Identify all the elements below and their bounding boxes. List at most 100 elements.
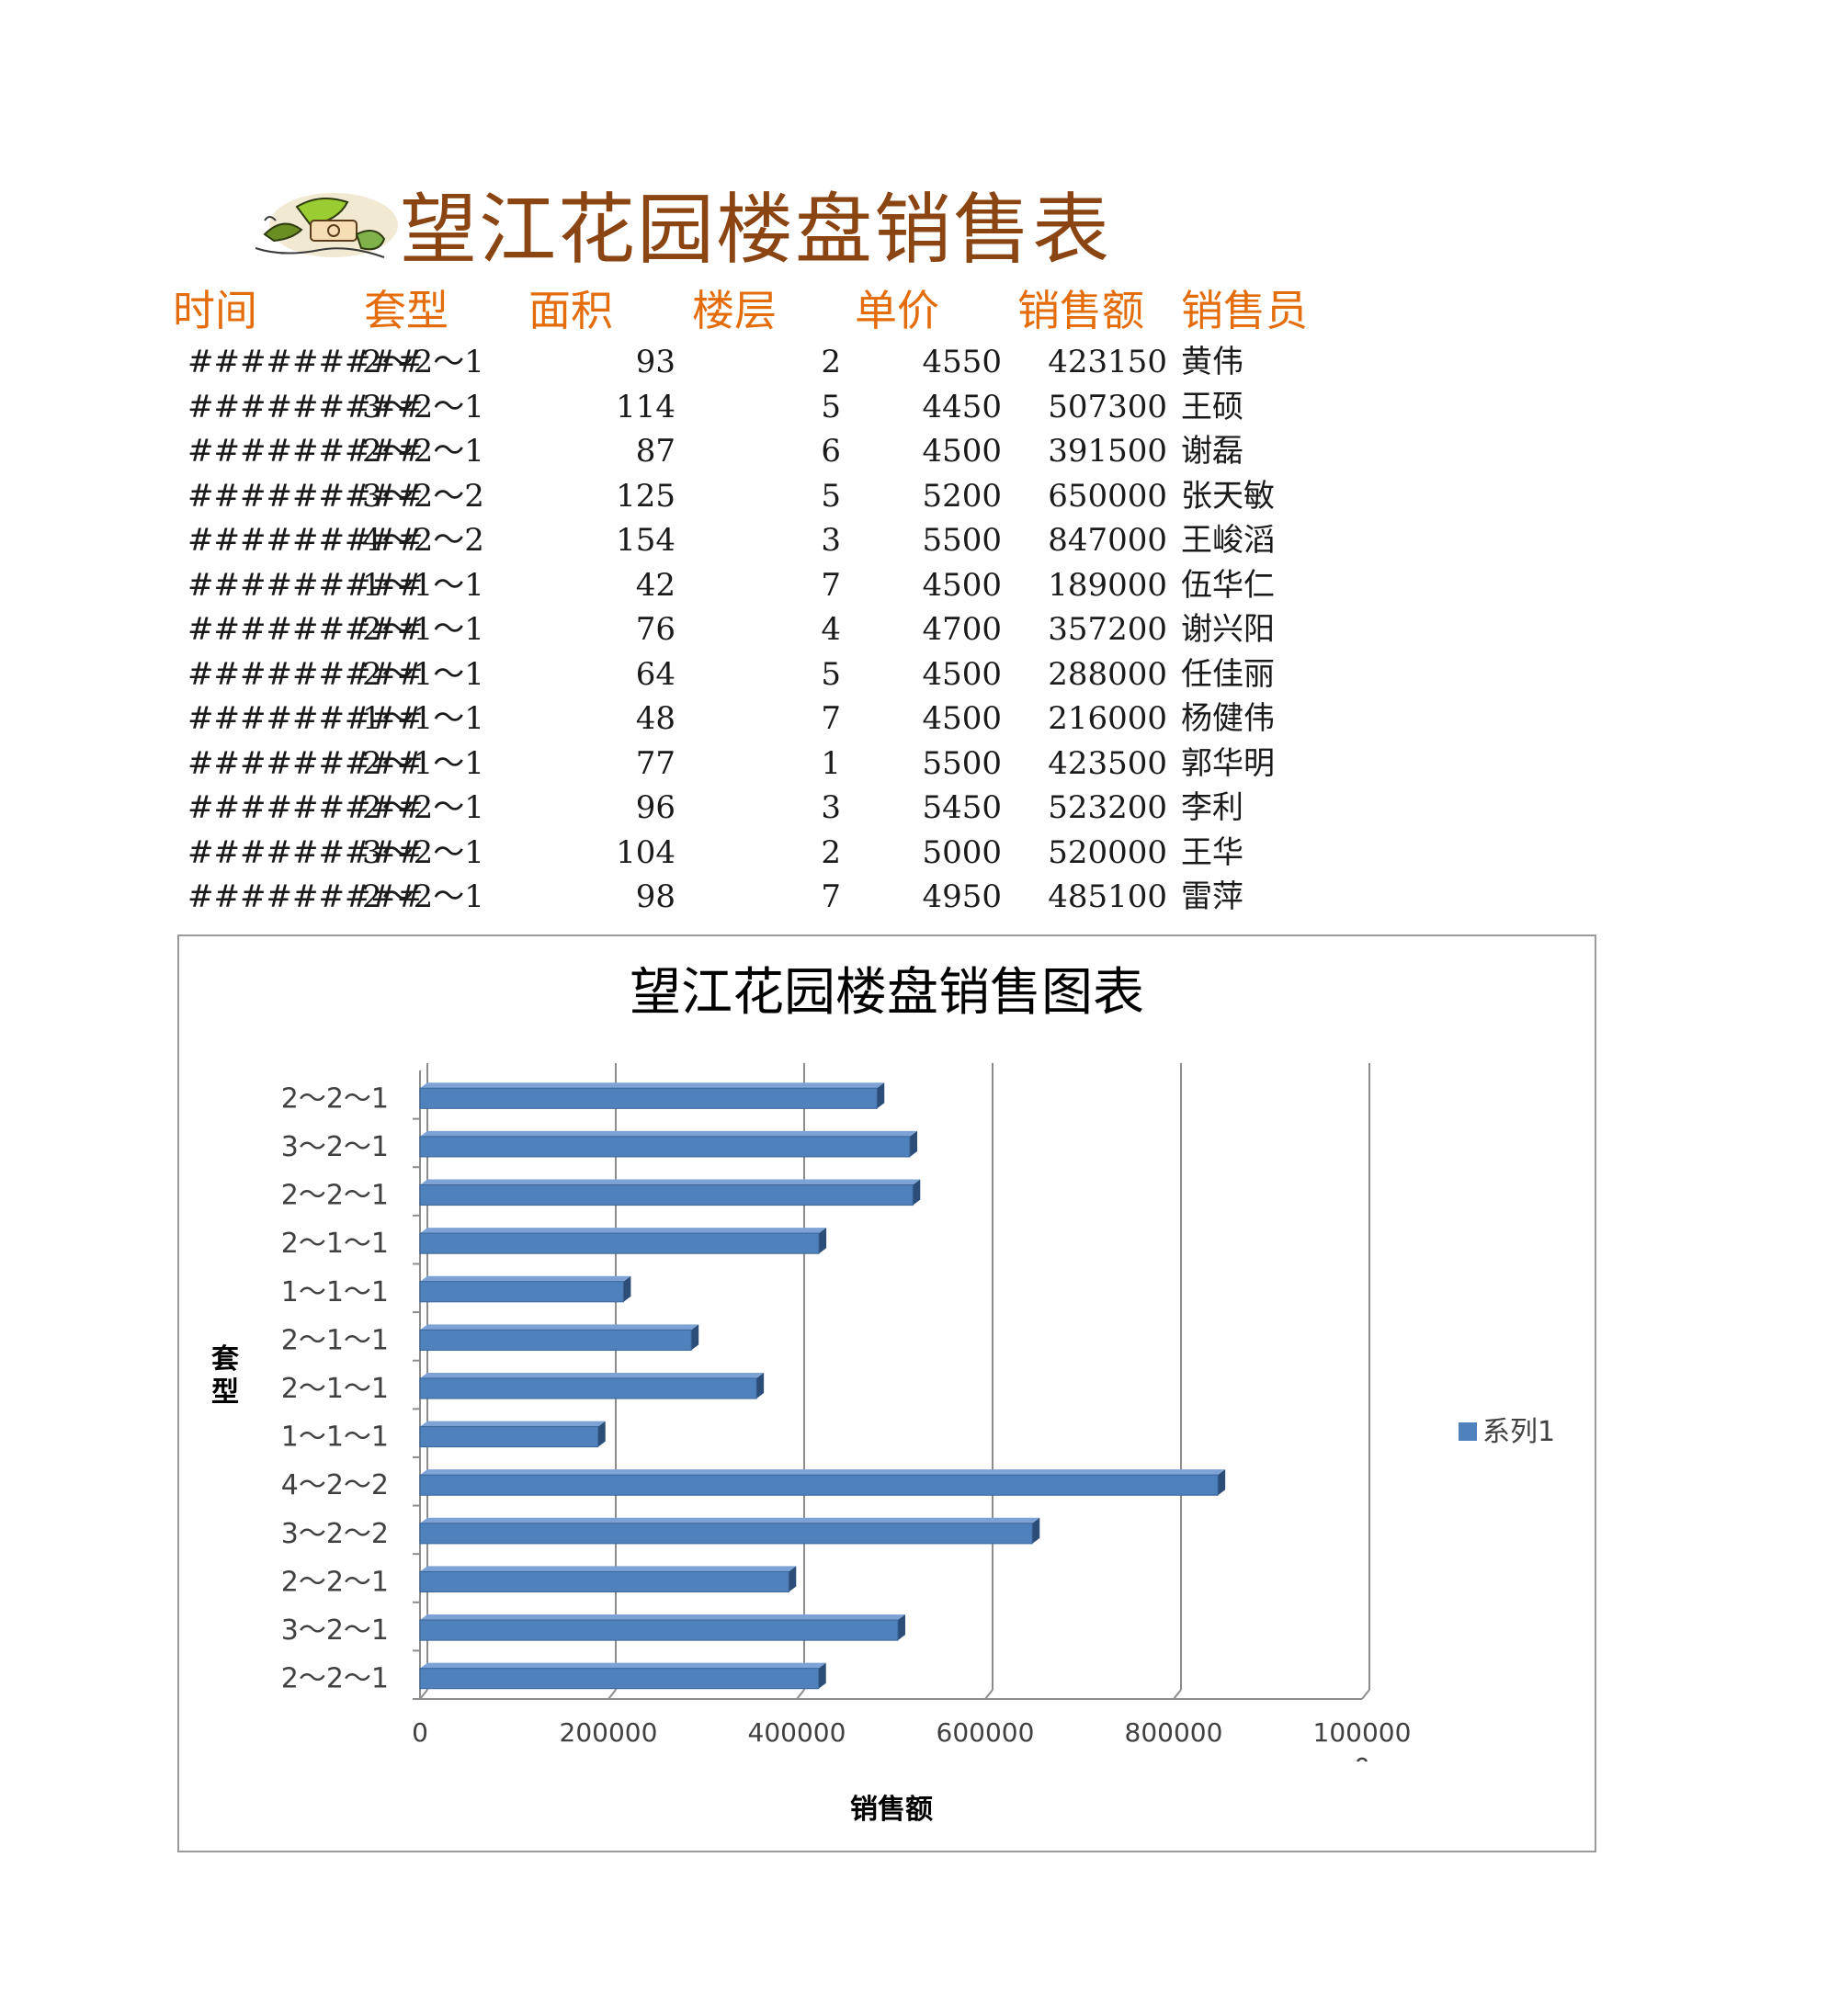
cell-type: 2～1～1 xyxy=(362,611,484,648)
y-tick-label: 4～2～2 xyxy=(281,1469,389,1501)
bar-side xyxy=(897,1614,905,1641)
cell-time: ######### xyxy=(187,477,424,515)
gridline-floor xyxy=(1173,1689,1182,1700)
cell-type: 3～2～2 xyxy=(362,477,484,515)
bar-top xyxy=(420,1469,1226,1476)
cell-floor: 2 xyxy=(821,344,841,380)
cell-floor: 5 xyxy=(821,477,841,515)
legend-swatch xyxy=(1459,1422,1477,1441)
bar-top xyxy=(420,1372,765,1378)
cell-time: ######### xyxy=(187,566,424,604)
header-seller: 销售员 xyxy=(1181,286,1308,335)
cell-sales: 423500 xyxy=(1048,744,1167,782)
bar-top xyxy=(420,1662,826,1669)
cell-floor: 4 xyxy=(821,611,841,648)
gridline-floor xyxy=(984,1689,993,1700)
bar-side xyxy=(819,1228,827,1254)
cell-sales: 485100 xyxy=(1048,878,1167,915)
x-tick-label: 100000 xyxy=(1313,1717,1412,1748)
bar xyxy=(419,1281,624,1303)
cell-area: 114 xyxy=(616,388,676,425)
bar xyxy=(419,1668,820,1690)
bar-top xyxy=(420,1179,921,1185)
overflow-mask xyxy=(1325,1760,1399,1796)
cell-price: 5500 xyxy=(922,744,1002,782)
cell-floor: 7 xyxy=(821,700,841,737)
cell-time: ######### xyxy=(187,611,424,648)
cell-sales: 847000 xyxy=(1048,522,1167,559)
chart-area: 望江花园楼盘销售图表 2～2～1 3～2～1 2～2～1 3～2～2 4～2～2 1～1～1… xyxy=(177,934,1596,1852)
cell-type: 3～2～1 xyxy=(362,833,484,871)
cell-price: 4450 xyxy=(922,388,1002,425)
cell-seller: 王华 xyxy=(1181,833,1243,871)
cell-price: 4700 xyxy=(922,611,1002,648)
header-time: 时间 xyxy=(173,286,257,335)
bar-side xyxy=(1032,1517,1040,1544)
bar xyxy=(419,1570,789,1593)
cell-type: 3～2～1 xyxy=(362,388,484,425)
bar-side xyxy=(691,1324,699,1351)
bar-top xyxy=(420,1324,699,1331)
cell-sales: 357200 xyxy=(1048,611,1167,648)
bar-side xyxy=(877,1082,885,1109)
bar xyxy=(419,1619,899,1641)
cell-seller: 伍华仁 xyxy=(1181,566,1275,604)
cell-time: ######### xyxy=(187,655,424,693)
cell-price: 5200 xyxy=(922,477,1002,515)
cell-area: 125 xyxy=(616,477,676,515)
y-tick-label: 2～2～1 xyxy=(281,1082,389,1115)
header-sales: 销售额 xyxy=(1017,286,1144,335)
bar-top xyxy=(420,1130,917,1137)
y-tick-label: 2～1～1 xyxy=(281,1373,389,1405)
y-tick-label: 2～2～1 xyxy=(281,1566,389,1598)
cell-type: 1～1～1 xyxy=(362,700,484,737)
cell-floor: 5 xyxy=(821,388,841,425)
cell-price: 4500 xyxy=(922,433,1002,470)
header-price: 单价 xyxy=(855,286,939,335)
bar xyxy=(419,1184,914,1206)
bar xyxy=(419,1329,692,1351)
cell-sales: 520000 xyxy=(1048,833,1167,871)
bar-side xyxy=(789,1566,797,1592)
cell-sales: 189000 xyxy=(1048,566,1167,604)
cell-price: 4500 xyxy=(922,655,1002,693)
y-tick-label: 1～1～1 xyxy=(281,1276,389,1308)
cell-sales: 288000 xyxy=(1048,655,1167,693)
bar xyxy=(419,1474,1219,1496)
bar-top xyxy=(420,1614,905,1621)
cell-floor: 6 xyxy=(821,433,841,470)
bar-top xyxy=(420,1275,631,1282)
cell-seller: 张天敏 xyxy=(1181,477,1275,515)
bar-top xyxy=(420,1082,885,1089)
cell-price: 5500 xyxy=(922,522,1002,559)
cell-seller: 雷萍 xyxy=(1181,878,1243,915)
cell-seller: 王硕 xyxy=(1181,388,1243,425)
cell-sales: 423150 xyxy=(1048,344,1167,380)
cell-floor: 7 xyxy=(821,878,841,915)
logo-picture xyxy=(246,184,403,276)
cell-time: ######### xyxy=(187,344,424,380)
cell-area: 154 xyxy=(616,522,676,559)
y-tick-label: 2～1～1 xyxy=(281,1324,389,1356)
y-tick-label: 1～1～1 xyxy=(281,1421,389,1454)
cell-time: ######### xyxy=(187,789,424,826)
cell-area: 48 xyxy=(635,700,676,737)
bar-top xyxy=(420,1517,1040,1523)
cell-floor: 7 xyxy=(821,566,841,604)
cell-type: 2～2～1 xyxy=(362,878,484,915)
cell-sales: 391500 xyxy=(1048,433,1167,470)
cell-sales: 507300 xyxy=(1048,388,1167,425)
cell-price: 5450 xyxy=(922,789,1002,826)
bar xyxy=(419,1377,757,1399)
header-area: 面积 xyxy=(528,286,613,335)
cell-floor: 3 xyxy=(821,522,841,559)
cell-floor: 5 xyxy=(821,655,841,693)
header-type: 套型 xyxy=(364,286,448,335)
bar-side xyxy=(1218,1469,1226,1496)
y-tick-label: 2～2～1 xyxy=(281,1663,389,1695)
bar-chart: 望江花园楼盘销售图表 2～2～1 3～2～1 2～2～1 3～2～2 4～2～2 1～1～1… xyxy=(211,963,1555,1826)
cell-time: ######### xyxy=(187,522,424,559)
cell-area: 42 xyxy=(635,566,676,604)
bar-top xyxy=(420,1228,827,1234)
x-tick-label-overflow-visible: 0 xyxy=(1354,1752,1370,1783)
